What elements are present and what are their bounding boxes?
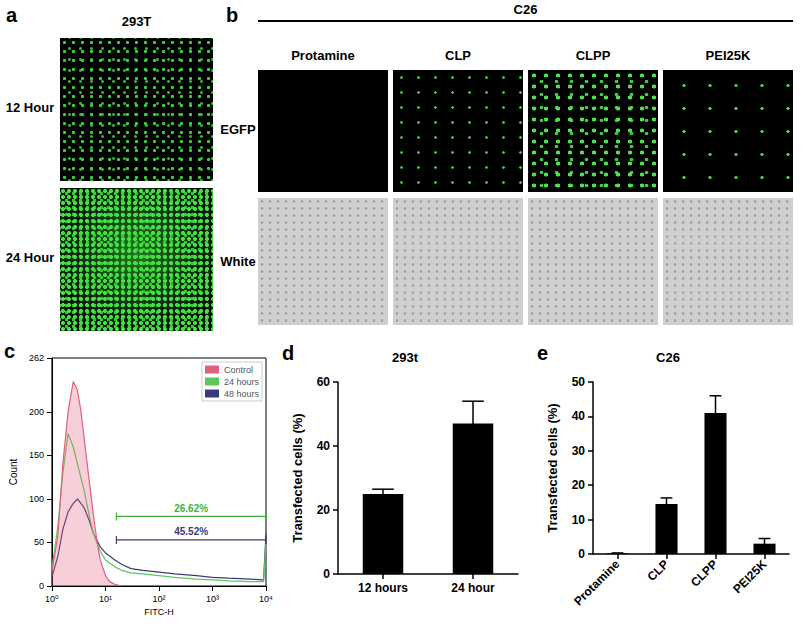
svg-text:40: 40 xyxy=(572,409,586,423)
svg-text:10: 10 xyxy=(572,513,586,527)
svg-text:0: 0 xyxy=(578,547,585,561)
svg-text:48 hours: 48 hours xyxy=(224,389,260,399)
svg-text:0: 0 xyxy=(39,581,44,591)
svg-text:CLP: CLP xyxy=(645,557,672,584)
svg-text:10²: 10² xyxy=(152,594,165,604)
svg-text:150: 150 xyxy=(29,450,44,460)
svg-text:50: 50 xyxy=(572,375,586,389)
svg-text:26.62%: 26.62% xyxy=(174,503,208,514)
svg-text:20: 20 xyxy=(572,478,586,492)
svg-text:12 hours: 12 hours xyxy=(358,581,408,595)
svg-text:10¹: 10¹ xyxy=(99,594,112,604)
svg-text:100: 100 xyxy=(29,494,44,504)
svg-text:40: 40 xyxy=(317,439,331,453)
svg-text:Protamine: Protamine xyxy=(571,557,623,609)
html-text:e: e xyxy=(537,342,549,364)
html-text:24 Hour: 24 Hour xyxy=(5,250,55,265)
svg-text:Transfected cells (%): Transfected cells (%) xyxy=(545,403,560,532)
svg-text:30: 30 xyxy=(572,444,586,458)
svg-text:50: 50 xyxy=(34,537,44,547)
svg-text:10⁴: 10⁴ xyxy=(259,594,273,604)
svg-text:Transfected cells (%): Transfected cells (%) xyxy=(290,413,305,542)
svg-text:PEI25K: PEI25K xyxy=(730,557,769,596)
html-text:CLP: CLP xyxy=(445,48,471,63)
html-text:a: a xyxy=(6,4,18,26)
html-text:EGFP: EGFP xyxy=(220,122,256,137)
svg-text:Count: Count xyxy=(8,458,19,485)
svg-text:FITC-H: FITC-H xyxy=(144,607,174,617)
html-text:CLPP: CLPP xyxy=(575,48,611,63)
svg-text:20: 20 xyxy=(317,503,331,517)
svg-text:60: 60 xyxy=(317,375,331,389)
svg-text:10³: 10³ xyxy=(206,594,219,604)
svg-text:C26: C26 xyxy=(656,350,680,365)
html-text:293T: 293T xyxy=(121,14,152,29)
html-text:C26: C26 xyxy=(513,2,538,17)
svg-text:200: 200 xyxy=(29,407,44,417)
svg-text:24 hours: 24 hours xyxy=(224,377,260,387)
svg-text:293t: 293t xyxy=(392,350,419,365)
svg-text:10⁰: 10⁰ xyxy=(45,594,59,604)
svg-text:24 hour: 24 hour xyxy=(451,581,495,595)
svg-text:262: 262 xyxy=(29,353,44,363)
svg-text:CLPP: CLPP xyxy=(688,557,721,590)
html-text:d: d xyxy=(282,342,295,364)
html-text:Protamine: Protamine xyxy=(291,48,355,63)
html-text:White: White xyxy=(220,254,256,269)
html-text:12 Hour: 12 Hour xyxy=(5,100,55,115)
html-text:PEI25K: PEI25K xyxy=(705,48,751,63)
svg-text:45.52%: 45.52% xyxy=(174,526,208,537)
svg-text:Control: Control xyxy=(224,365,253,375)
html-text:b: b xyxy=(226,4,239,26)
svg-text:0: 0 xyxy=(323,567,330,581)
html-text:c: c xyxy=(4,340,16,362)
